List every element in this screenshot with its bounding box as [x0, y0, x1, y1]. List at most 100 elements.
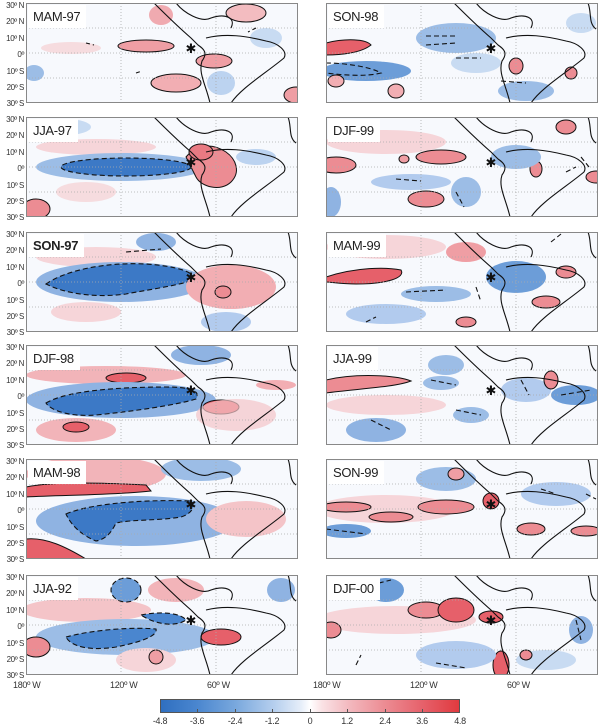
- map-panel-mam-99: ✱ MAM-99: [326, 232, 598, 332]
- map-panel-son-99: ✱ SON-99: [326, 459, 598, 559]
- map-panel-djf-99: ✱ DJF-99: [326, 117, 598, 217]
- y-tick-label: 10º S: [6, 67, 25, 76]
- y-tick-label: 20º N: [6, 359, 24, 368]
- map-jja-92: ✱: [26, 575, 298, 675]
- colorbar-tick-label: 4.8: [454, 716, 466, 726]
- panel-label: JJA-97: [28, 119, 78, 142]
- panel-label: JJA-99: [328, 347, 378, 370]
- colorbar-tick-label: -3.6: [189, 716, 205, 726]
- colorbar-tick-mark: [422, 709, 423, 713]
- y-tick-label: 10º N: [6, 148, 24, 157]
- panel-label: SON-99: [328, 461, 385, 484]
- y-tick-label: 30º S: [6, 213, 25, 222]
- x-tick-label: 60º W: [207, 680, 230, 690]
- y-tick-label: 0º: [17, 622, 24, 631]
- map-panel-jja-97: ✱ JJA-97 30º N 20º N 10º N 0º 10º S 20º …: [6, 116, 298, 222]
- map-panel-jja-99: ✱ JJA-99: [326, 345, 598, 445]
- colorbar-tick-label: 0: [307, 716, 313, 726]
- colorbar-tick-label: 3.6: [416, 716, 428, 726]
- svg-text:✱: ✱: [186, 156, 197, 171]
- y-tick-label: 30º S: [6, 99, 25, 108]
- map-panel-mam-97: ✱ MAM-97 30º N 20º N 10º N 0º 10º S 20º …: [6, 2, 298, 108]
- y-tick-label: 10º N: [6, 376, 24, 385]
- y-tick-label: 30º N: [6, 1, 24, 10]
- y-tick-label: 10º N: [6, 34, 24, 43]
- panel-label: MAM-98: [28, 461, 87, 484]
- y-tick-label: 30º N: [6, 457, 24, 466]
- panel-label: DJF-99: [328, 119, 380, 142]
- x-tick-label: 120º W: [410, 680, 438, 690]
- map-panel-son-97: ✱ SON-97 30º N 20º N 10º N 0º 10º S 20º …: [6, 231, 298, 337]
- colorbar-tick-mark: [347, 709, 348, 713]
- map-panel-son-98: ✱ SON-98: [326, 3, 598, 103]
- map-panel-djf-00: ✱ DJF-00: [326, 575, 598, 675]
- panel-label: DJF-98: [28, 347, 80, 370]
- y-tick-label: 10º N: [6, 606, 24, 615]
- panel-label: DJF-00: [328, 577, 380, 600]
- y-tick-label: 10º N: [6, 263, 24, 272]
- map-djf-00: ✱: [326, 575, 598, 675]
- y-tick-label: 20º S: [6, 83, 25, 92]
- map-panel-mam-98: ✱ MAM-98 30º N 20º N 10º N 0º 10º S 20º …: [6, 458, 298, 564]
- map-jja-99: ✱: [326, 345, 598, 445]
- colorbar-tick-label: -2.4: [227, 716, 243, 726]
- x-tick-label: 60º W: [507, 680, 530, 690]
- svg-text:✱: ✱: [186, 498, 197, 513]
- y-tick-label: 20º S: [6, 425, 25, 434]
- y-tick-label: 20º S: [6, 312, 25, 321]
- colorbar-tick-label: -1.2: [264, 716, 280, 726]
- x-tick-label: 180º W: [13, 680, 41, 690]
- colorbar-tick-mark: [385, 709, 386, 713]
- y-tick-label: 10º N: [6, 490, 24, 499]
- y-tick-label: 10º S: [6, 296, 25, 305]
- y-tick-label: 30º N: [6, 115, 24, 124]
- y-tick-label: 0º: [17, 164, 24, 173]
- y-tick-label: 10º S: [6, 639, 25, 648]
- map-panel-djf-98: ✱ DJF-98 30º N 20º N 10º N 0º 10º S 20º …: [6, 344, 298, 450]
- map-mam-97: ✱: [26, 3, 298, 103]
- svg-text:✱: ✱: [486, 384, 497, 399]
- map-panel-jja-92: ✱ JJA-92 30º N 20º N 10º N 0º 10º S 20º …: [6, 574, 298, 680]
- y-tick-label: 0º: [17, 392, 24, 401]
- x-tick-label: 180º W: [313, 680, 341, 690]
- y-tick-label: 30º S: [6, 441, 25, 450]
- svg-text:✱: ✱: [186, 271, 197, 286]
- svg-text:✱: ✱: [486, 614, 497, 629]
- y-tick-label: 10º S: [6, 523, 25, 532]
- y-tick-label: 30º S: [6, 671, 25, 680]
- panel-label: MAM-97: [28, 5, 87, 28]
- y-tick-label: 20º N: [6, 589, 24, 598]
- svg-text:✱: ✱: [186, 614, 197, 629]
- y-tick-label: 20º S: [6, 655, 25, 664]
- svg-text:✱: ✱: [486, 498, 497, 513]
- colorbar-tick-label: 1.2: [341, 716, 353, 726]
- colorbar-tick-mark: [272, 709, 273, 713]
- panel-label: MAM-99: [328, 234, 387, 257]
- y-tick-label: 30º N: [6, 573, 24, 582]
- y-tick-label: 20º N: [6, 473, 24, 482]
- y-tick-label: 30º S: [6, 328, 25, 337]
- y-tick-label: 0º: [17, 279, 24, 288]
- y-tick-label: 20º S: [6, 539, 25, 548]
- y-tick-label: 20º N: [6, 131, 24, 140]
- y-tick-label: 20º S: [6, 197, 25, 206]
- map-mam-98: ✱: [26, 459, 298, 559]
- colorbar-tick-label: -4.8: [152, 716, 168, 726]
- svg-text:✱: ✱: [186, 384, 197, 399]
- colorbar-tick-mark: [310, 709, 311, 713]
- x-tick-label: 120º W: [110, 680, 138, 690]
- svg-text:✱: ✱: [486, 271, 497, 286]
- colorbar-tick-mark: [235, 709, 236, 713]
- panel-label: SON-97: [28, 234, 85, 257]
- y-tick-label: 20º N: [6, 246, 24, 255]
- panel-label: SON-98: [328, 5, 385, 28]
- map-jja-97: ✱: [26, 117, 298, 217]
- y-tick-label: 0º: [17, 50, 24, 59]
- y-tick-label: 30º N: [6, 343, 24, 352]
- y-tick-label: 10º S: [6, 409, 25, 418]
- svg-text:✱: ✱: [486, 42, 497, 57]
- y-tick-label: 0º: [17, 506, 24, 515]
- svg-text:✱: ✱: [486, 156, 497, 171]
- map-djf-99: ✱: [326, 117, 598, 217]
